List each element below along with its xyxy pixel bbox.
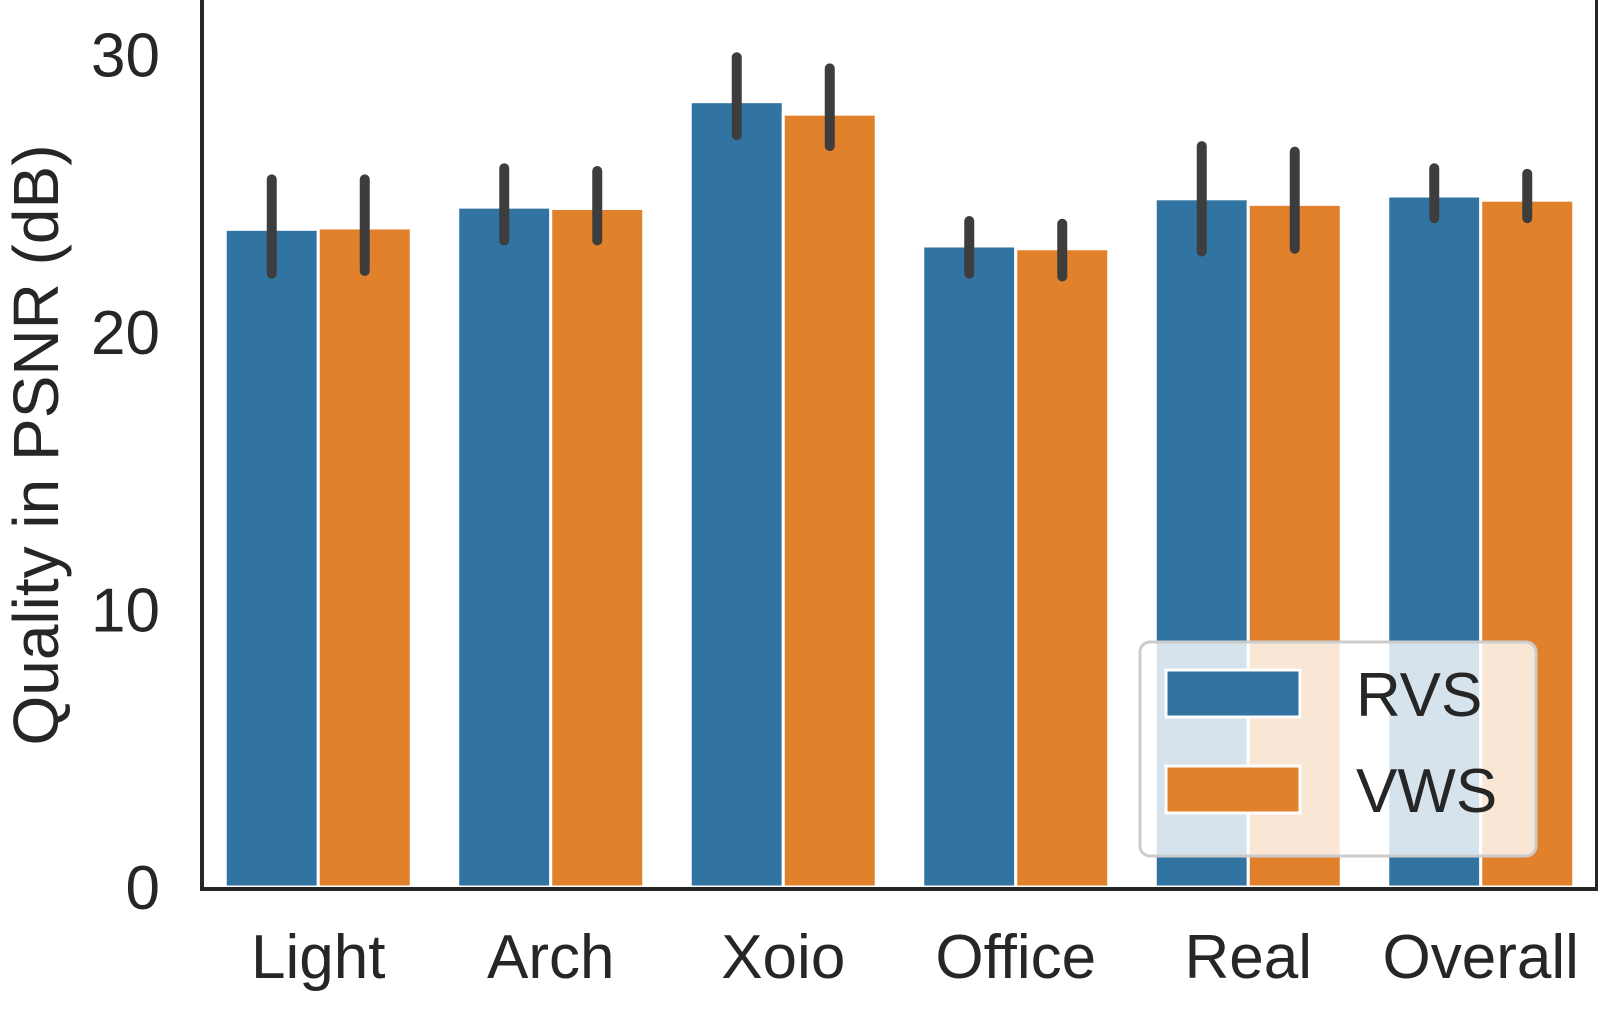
y-tick-label: 10 [91,577,160,646]
legend-label-rvs: RVS [1356,661,1482,730]
x-axis-ticks: Light Arch Xoio Office Real Overall [251,923,1579,992]
y-axis-ticks: 0 10 20 30 [91,22,160,924]
bar-vws-light [316,226,413,889]
y-tick-label: 30 [91,22,160,91]
x-tick-label: Xoio [721,923,845,992]
y-tick-label: 0 [126,854,160,923]
bar-rvs-xoio [688,100,785,889]
y-tick-label: 20 [91,299,160,368]
legend-swatch-rvs [1164,668,1302,719]
x-tick-label: Arch [487,923,614,992]
plot-frame [200,0,1598,891]
legend: RVS VWS [1138,640,1538,858]
error-bars-layer [266,52,1533,282]
x-tick-label: Office [935,923,1096,992]
bar-rvs-office [921,244,1018,889]
bar-vws-xoio [781,112,878,889]
x-tick-label: Overall [1383,923,1579,992]
bars-layer [223,100,1576,889]
x-tick-label: Light [251,923,385,992]
bar-vws-arch [549,207,646,889]
x-tick-label: Real [1184,923,1312,992]
bar-rvs-light [223,227,320,889]
legend-label-vws: VWS [1356,757,1497,826]
legend-swatch-vws [1164,764,1302,815]
bar-rvs-arch [456,205,553,889]
y-axis-label: Quality in PSNR (dB) [0,144,72,745]
bar-vws-office [1014,247,1111,889]
